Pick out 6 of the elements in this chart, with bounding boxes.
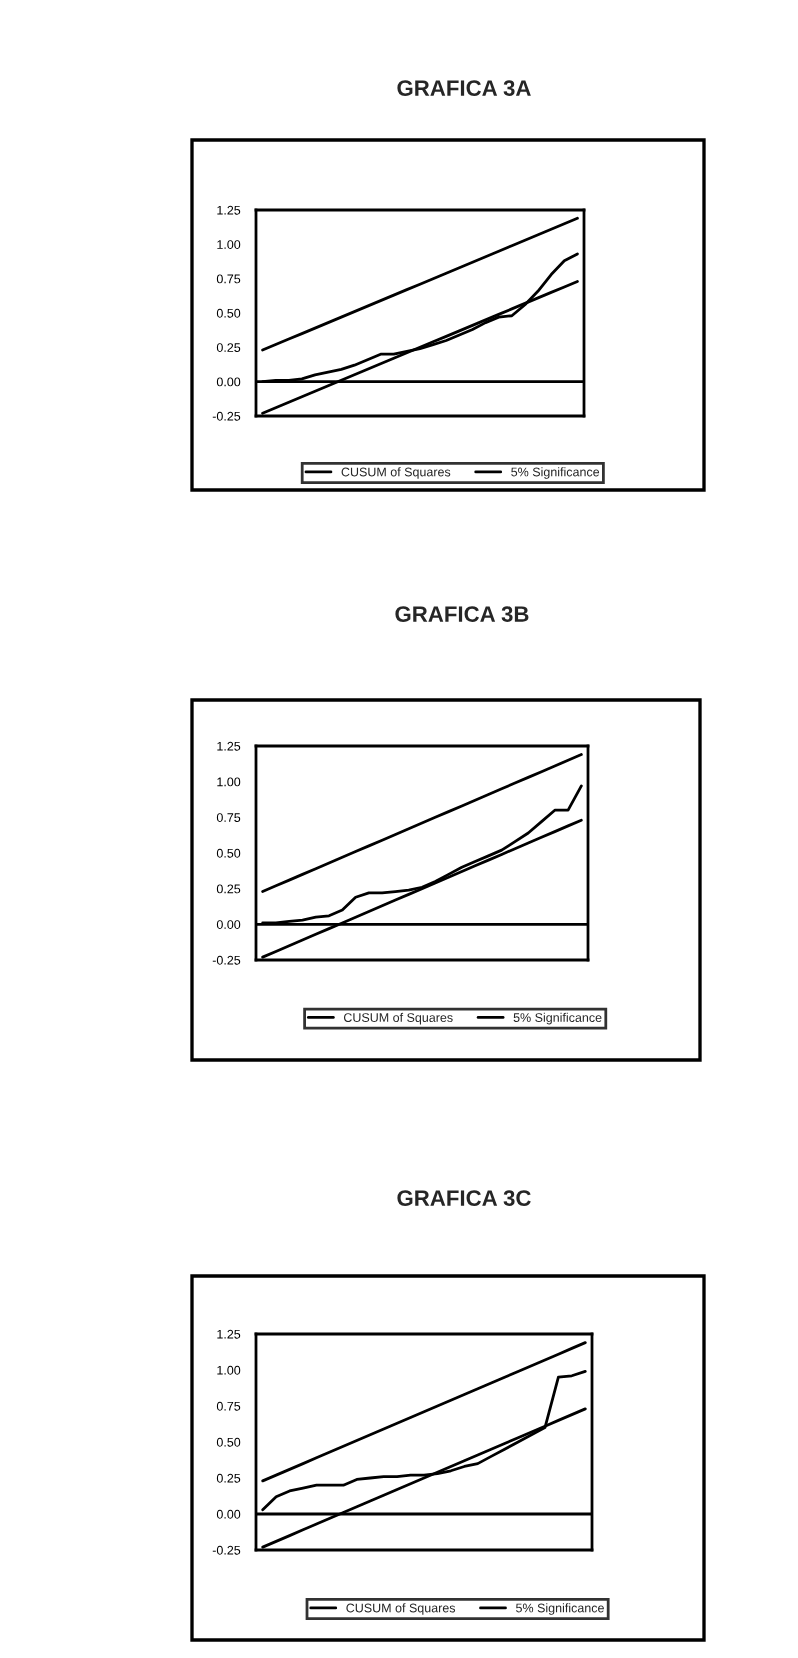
- chart-title: GRAFICA 3C: [397, 1190, 531, 1206]
- line-series: [261, 216, 579, 352]
- chart-title: GRAFICA 3A: [397, 80, 531, 96]
- line-series: [261, 753, 583, 893]
- chart-title: GRAFICA 3B: [395, 606, 529, 622]
- line-series: [261, 1341, 587, 1483]
